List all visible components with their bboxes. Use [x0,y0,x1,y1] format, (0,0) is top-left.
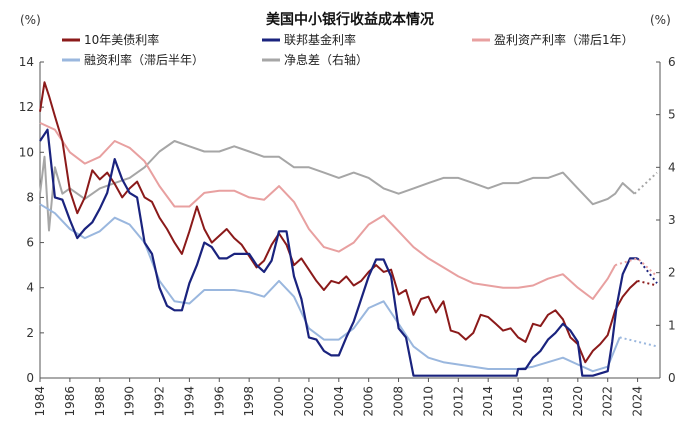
x-tick-label: 2000 [272,386,286,417]
legend-label-2: 盈利资产利率（滞后1年） [494,32,634,47]
left-y-tick-label: 10 [19,145,34,159]
x-tick-label: 2024 [631,386,645,417]
x-tick-label: 1998 [242,386,256,417]
left-axis-unit: (%) [20,13,41,27]
x-tick-label: 1984 [33,386,47,417]
forecast-line-0 [637,279,658,287]
right-y-tick-label: 1 [668,318,676,332]
x-tick-label: 1986 [63,386,77,417]
chart-title: 美国中小银行收益成本情况 [266,11,434,28]
series-line-2 [39,121,617,300]
right-y-tick-label: 0 [668,371,676,385]
x-tick-label: 2002 [302,386,316,417]
x-tick-label: 1994 [182,386,196,417]
legend-label-3: 融资利率（滞后半年） [84,52,204,67]
left-y-tick-label: 12 [19,100,34,114]
x-tick-label: 2004 [332,386,346,417]
x-tick-label: 2014 [481,386,495,417]
x-tick-label: 2010 [421,386,435,417]
right-axis-unit: (%) [650,13,671,27]
right-y-tick-label: 5 [668,108,676,122]
x-tick-label: 2008 [392,386,406,417]
forecast-line-2 [614,257,658,278]
left-y-tick-label: 8 [26,190,34,204]
x-tick-label: 2012 [451,386,465,417]
legend-label-0: 10年美债利率 [84,32,159,47]
forecast-line-4 [633,171,658,195]
right-y-tick-label: 4 [668,160,676,174]
left-y-tick-label: 6 [26,236,34,250]
forecast-line-3 [619,336,658,348]
x-tick-label: 2018 [541,386,555,417]
series-line-0 [39,81,639,364]
forecast-line-1 [636,257,658,284]
right-y-tick-label: 6 [668,55,676,69]
series-line-1 [39,128,638,377]
x-tick-label: 1996 [212,386,226,417]
legend-label-1: 联邦基金利率 [284,32,356,47]
x-tick-label: 2006 [362,386,376,417]
x-tick-label: 2022 [601,386,615,417]
series-line-4 [39,140,636,232]
left-y-tick-label: 4 [26,281,34,295]
right-y-tick-label: 2 [668,266,676,280]
right-y-tick-label: 3 [668,213,676,227]
series-layer [39,81,658,377]
left-y-tick-label: 0 [26,371,34,385]
series-line-3 [39,203,621,373]
legend: 10年美债利率 联邦基金利率 盈利资产利率（滞后1年） 融资利率（滞后半年） 净息差（右… [62,32,634,67]
x-tick-label: 1992 [153,386,167,417]
x-tick-label: 1988 [93,386,107,417]
x-tick-label: 2016 [511,386,525,417]
x-tick-label: 1990 [123,386,137,417]
left-y-tick-label: 14 [19,55,34,69]
x-tick-label: 2020 [571,386,585,417]
left-y-tick-label: 2 [26,326,34,340]
legend-label-4: 净息差（右轴） [284,52,368,67]
